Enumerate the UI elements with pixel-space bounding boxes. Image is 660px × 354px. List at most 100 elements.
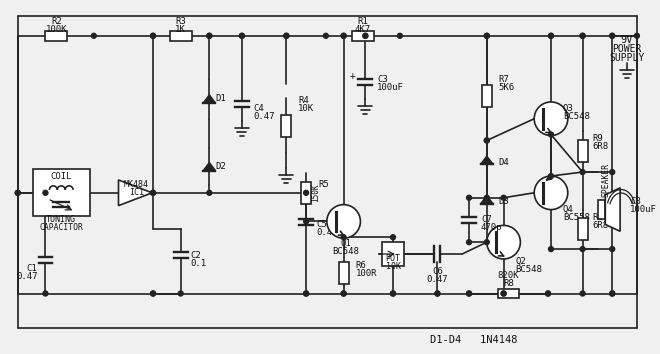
Bar <box>578 141 587 162</box>
Text: IC1: IC1 <box>129 188 144 197</box>
Circle shape <box>391 291 395 296</box>
Circle shape <box>534 102 568 136</box>
Circle shape <box>304 219 309 224</box>
Circle shape <box>435 291 440 296</box>
Circle shape <box>43 190 48 195</box>
Text: BC558: BC558 <box>563 213 590 222</box>
Bar <box>339 262 348 284</box>
Bar <box>498 289 519 298</box>
Text: 0.47: 0.47 <box>254 112 275 121</box>
Circle shape <box>548 132 554 137</box>
Text: R3: R3 <box>176 17 186 27</box>
Text: C1: C1 <box>27 264 38 273</box>
Circle shape <box>341 291 346 296</box>
Circle shape <box>610 247 614 252</box>
Text: SPEAKER: SPEAKER <box>602 163 611 197</box>
Circle shape <box>341 33 346 38</box>
Text: D4: D4 <box>499 158 510 167</box>
Text: D2: D2 <box>216 162 226 171</box>
Bar <box>482 85 492 107</box>
Bar <box>45 31 67 41</box>
Circle shape <box>610 170 614 175</box>
Text: 100uF: 100uF <box>630 205 657 214</box>
Text: +: + <box>350 71 356 81</box>
Bar <box>170 31 192 41</box>
Bar <box>599 200 605 219</box>
Text: Q2: Q2 <box>515 257 526 267</box>
Circle shape <box>341 33 346 38</box>
Circle shape <box>341 291 346 296</box>
Circle shape <box>327 205 360 238</box>
Circle shape <box>467 195 471 200</box>
Text: C8: C8 <box>630 197 641 206</box>
Circle shape <box>363 33 368 38</box>
Text: 0.47: 0.47 <box>16 272 38 281</box>
Bar <box>382 242 404 266</box>
Text: 1K: 1K <box>176 25 186 34</box>
Text: C2: C2 <box>191 251 201 261</box>
Circle shape <box>207 33 212 38</box>
Circle shape <box>323 33 328 38</box>
Text: COIL: COIL <box>50 172 72 182</box>
Text: 820K: 820K <box>498 271 519 280</box>
Circle shape <box>435 291 440 296</box>
Circle shape <box>610 33 614 38</box>
Circle shape <box>304 291 309 296</box>
Bar <box>301 182 311 204</box>
Text: R4: R4 <box>298 97 309 105</box>
Circle shape <box>484 138 489 143</box>
Circle shape <box>580 170 585 175</box>
Text: Q3: Q3 <box>563 104 574 113</box>
Circle shape <box>391 235 395 240</box>
Circle shape <box>580 33 585 38</box>
Text: TUNING: TUNING <box>46 215 76 224</box>
Text: R5: R5 <box>319 181 329 189</box>
Circle shape <box>467 291 471 296</box>
Text: R10: R10 <box>593 213 609 222</box>
Circle shape <box>91 33 96 38</box>
Text: D1: D1 <box>216 95 226 103</box>
Text: BC548: BC548 <box>515 265 543 274</box>
Circle shape <box>304 291 309 296</box>
Circle shape <box>546 291 550 296</box>
Circle shape <box>397 33 403 38</box>
Circle shape <box>487 225 520 259</box>
Circle shape <box>150 291 156 296</box>
Circle shape <box>546 291 550 296</box>
Circle shape <box>484 33 489 38</box>
Text: BC548: BC548 <box>332 246 359 256</box>
Text: D1-D4   1N4148: D1-D4 1N4148 <box>430 335 517 345</box>
Circle shape <box>484 33 489 38</box>
Text: CAPACITOR: CAPACITOR <box>40 223 83 232</box>
Circle shape <box>634 33 640 38</box>
Text: 0.47: 0.47 <box>316 228 337 237</box>
Text: SUPPLY: SUPPLY <box>609 52 645 63</box>
Text: 9V: 9V <box>621 35 634 45</box>
Circle shape <box>501 291 506 296</box>
Text: 6R8: 6R8 <box>593 221 609 230</box>
Text: C6: C6 <box>432 267 443 276</box>
Circle shape <box>15 190 20 195</box>
Polygon shape <box>119 180 152 206</box>
Text: R2: R2 <box>51 17 61 27</box>
Text: +: + <box>597 197 603 207</box>
Polygon shape <box>481 196 493 204</box>
Bar <box>578 218 587 240</box>
Polygon shape <box>605 188 620 231</box>
Circle shape <box>580 33 585 38</box>
Text: 10K: 10K <box>385 262 401 272</box>
Circle shape <box>548 33 554 38</box>
Circle shape <box>391 291 395 296</box>
Circle shape <box>240 33 244 38</box>
Circle shape <box>207 190 212 195</box>
Circle shape <box>150 33 156 38</box>
Circle shape <box>467 291 471 296</box>
Text: R6: R6 <box>356 261 366 270</box>
Text: 0.47: 0.47 <box>426 275 448 284</box>
Circle shape <box>548 247 554 252</box>
Circle shape <box>484 138 489 143</box>
Circle shape <box>150 291 156 296</box>
Circle shape <box>304 190 309 195</box>
Circle shape <box>467 240 471 245</box>
Circle shape <box>580 291 585 296</box>
